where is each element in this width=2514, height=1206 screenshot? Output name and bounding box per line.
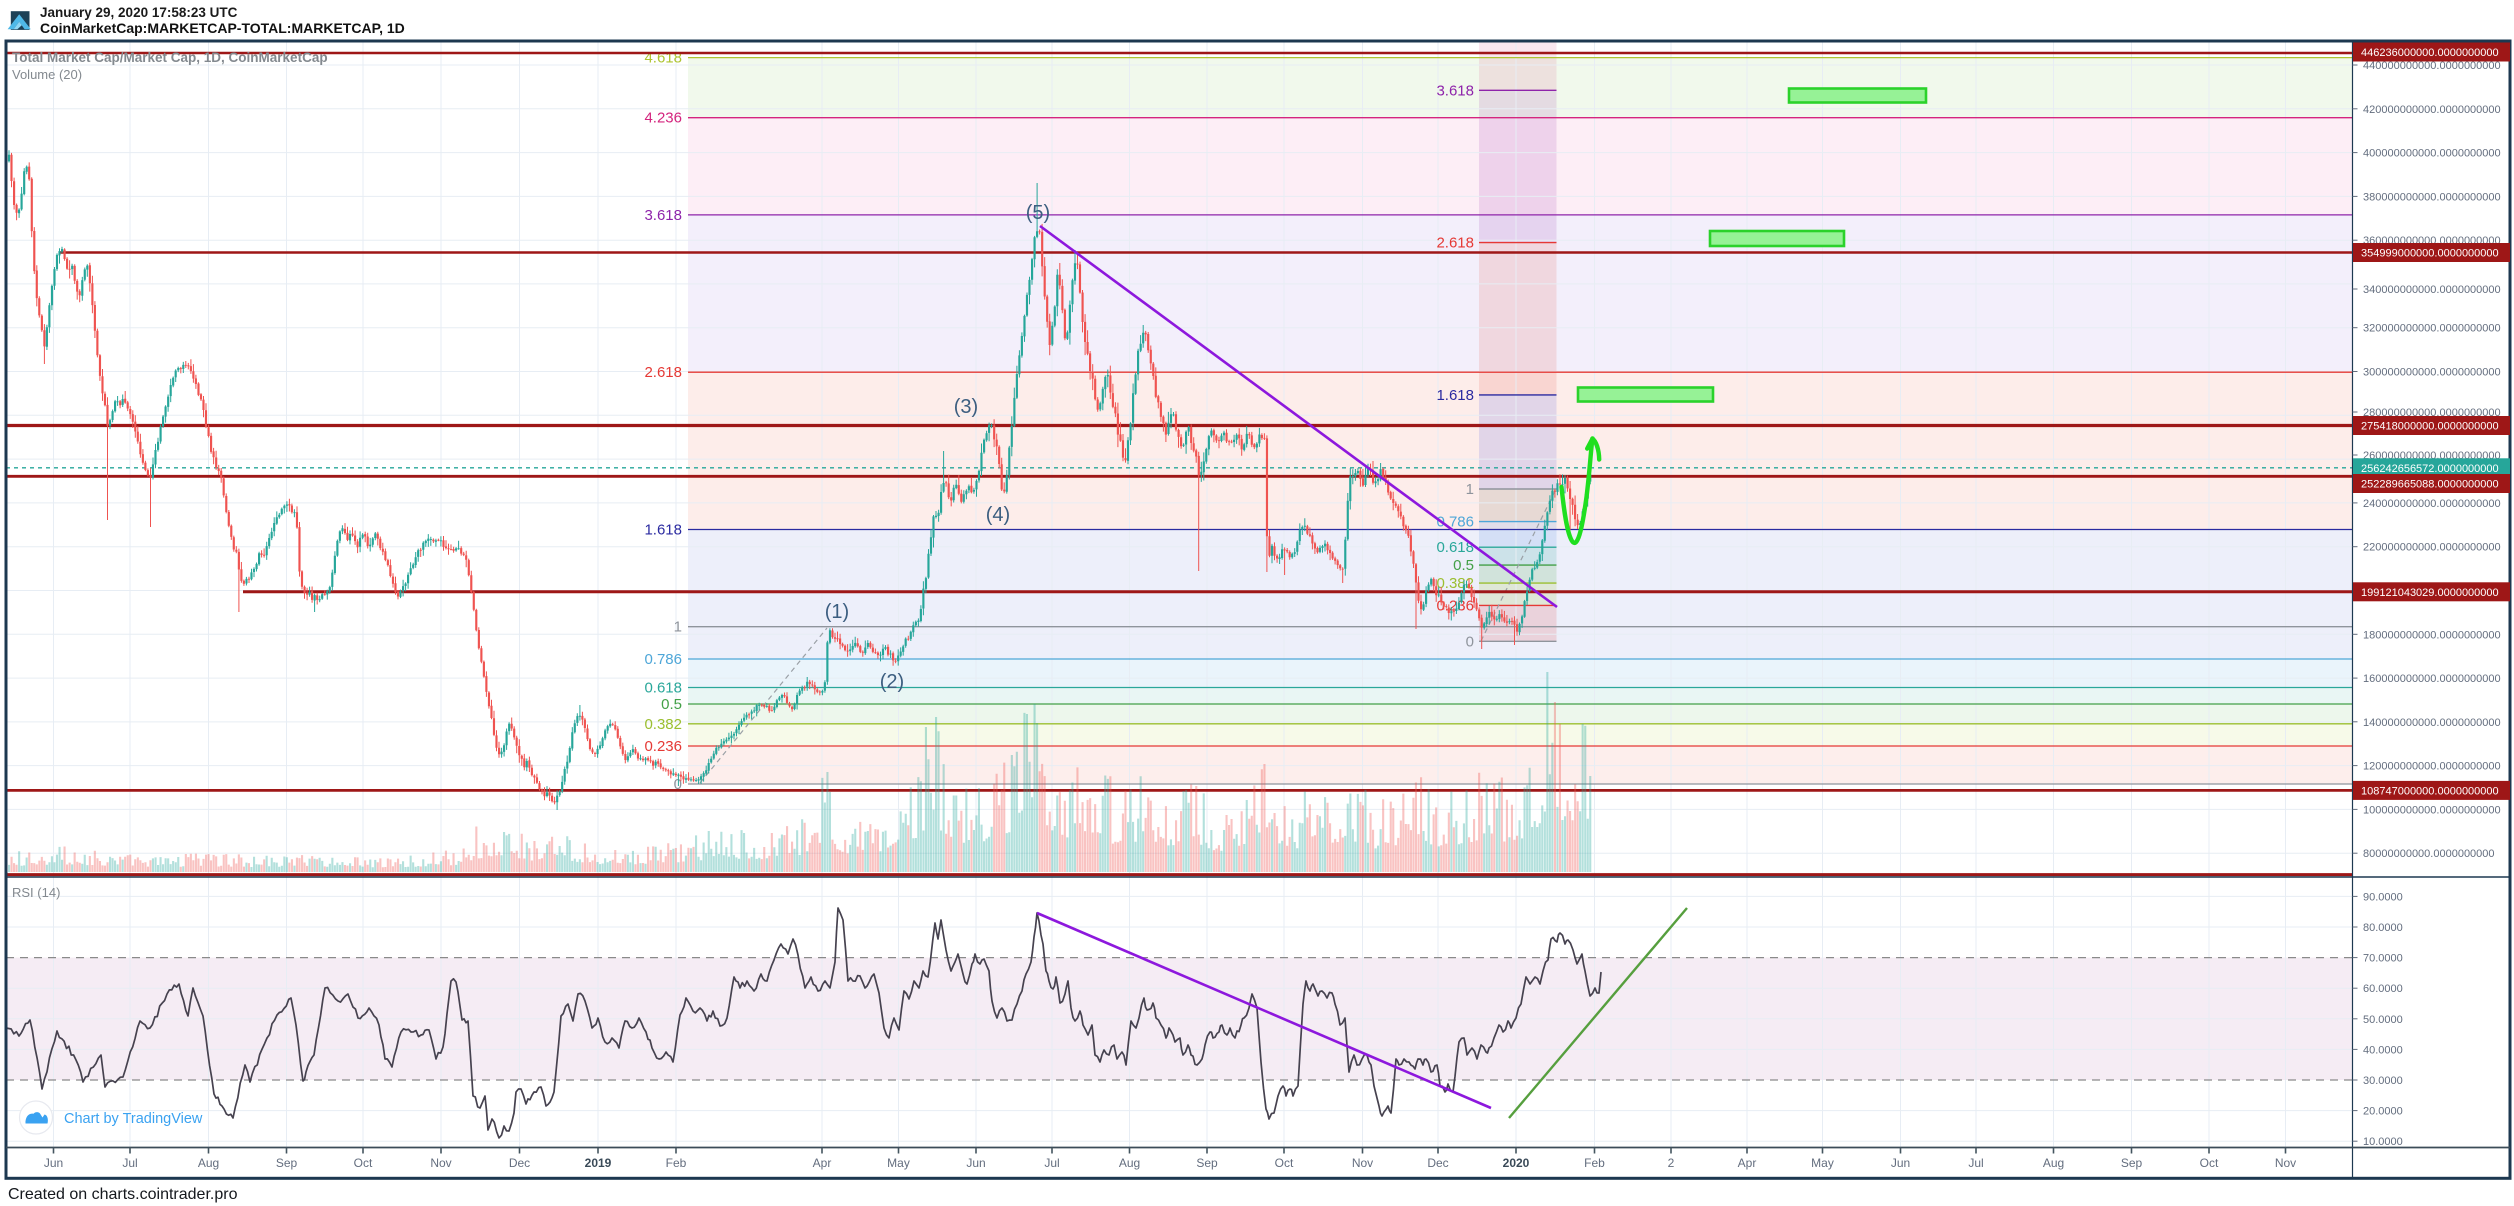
svg-text:354999000000.0000000000: 354999000000.0000000000	[2361, 248, 2499, 260]
svg-text:Oct: Oct	[354, 1156, 373, 1170]
svg-text:420000000000.0000000000: 420000000000.0000000000	[2363, 104, 2501, 116]
svg-text:Apr: Apr	[1738, 1156, 1757, 1170]
svg-text:380000000000.0000000000: 380000000000.0000000000	[2363, 191, 2501, 203]
svg-text:(5): (5)	[1026, 202, 1050, 224]
svg-text:Jul: Jul	[1968, 1156, 1983, 1170]
svg-text:Apr: Apr	[813, 1156, 832, 1170]
svg-text:108747000000.0000000000: 108747000000.0000000000	[2361, 785, 2499, 797]
svg-text:Jun: Jun	[1891, 1156, 1910, 1170]
svg-text:Sep: Sep	[2121, 1156, 2143, 1170]
svg-text:(3): (3)	[954, 396, 978, 418]
svg-text:100000000000.0000000000: 100000000000.0000000000	[2363, 804, 2501, 816]
svg-text:(4): (4)	[986, 504, 1010, 526]
svg-text:2019: 2019	[585, 1156, 612, 1170]
svg-text:Aug: Aug	[198, 1156, 219, 1170]
svg-text:(1): (1)	[825, 601, 849, 623]
svg-text:120000000000.0000000000: 120000000000.0000000000	[2363, 761, 2501, 773]
svg-text:CoinMarketCap:MARKETCAP-TOTAL:: CoinMarketCap:MARKETCAP-TOTAL:MARKETCAP,…	[40, 20, 405, 36]
svg-text:0.5: 0.5	[1453, 557, 1474, 574]
svg-text:0.236: 0.236	[1436, 597, 1474, 614]
svg-text:300000000000.0000000000: 300000000000.0000000000	[2363, 367, 2501, 379]
svg-text:60.0000: 60.0000	[2363, 983, 2403, 995]
svg-text:May: May	[887, 1156, 910, 1170]
svg-text:180000000000.0000000000: 180000000000.0000000000	[2363, 629, 2501, 641]
svg-text:Dec: Dec	[1427, 1156, 1448, 1170]
svg-text:0.236: 0.236	[644, 738, 682, 755]
svg-text:0.5: 0.5	[661, 696, 682, 713]
svg-text:Oct: Oct	[1275, 1156, 1294, 1170]
svg-text:0.618: 0.618	[1436, 539, 1474, 556]
svg-text:0: 0	[674, 776, 682, 793]
svg-text:4.236: 4.236	[644, 110, 682, 127]
svg-text:20.0000: 20.0000	[2363, 1106, 2403, 1118]
svg-text:Jul: Jul	[1044, 1156, 1059, 1170]
svg-text:Jun: Jun	[966, 1156, 985, 1170]
svg-text:Feb: Feb	[1584, 1156, 1605, 1170]
svg-text:446236000000.0000000000: 446236000000.0000000000	[2361, 47, 2499, 59]
svg-text:0.618: 0.618	[644, 680, 682, 697]
svg-text:Nov: Nov	[430, 1156, 451, 1170]
svg-text:Created on charts.cointrader.p: Created on charts.cointrader.pro	[8, 1186, 238, 1203]
svg-text:Sep: Sep	[1196, 1156, 1218, 1170]
svg-text:3.618: 3.618	[644, 207, 682, 224]
svg-text:Aug: Aug	[2043, 1156, 2064, 1170]
svg-text:RSI (14): RSI (14)	[12, 885, 60, 900]
svg-text:1: 1	[1466, 481, 1474, 498]
svg-text:Total Market Cap/Market Cap, 1: Total Market Cap/Market Cap, 1D, CoinMar…	[12, 50, 328, 65]
svg-text:70.0000: 70.0000	[2363, 953, 2403, 965]
svg-text:160000000000.0000000000: 160000000000.0000000000	[2363, 673, 2501, 685]
svg-text:440000000000.0000000000: 440000000000.0000000000	[2363, 60, 2501, 72]
svg-text:2: 2	[1668, 1156, 1675, 1170]
svg-text:1: 1	[674, 619, 682, 636]
svg-text:0.382: 0.382	[644, 716, 682, 733]
svg-text:340000000000.0000000000: 340000000000.0000000000	[2363, 284, 2501, 296]
svg-text:Feb: Feb	[666, 1156, 687, 1170]
svg-text:Oct: Oct	[2200, 1156, 2219, 1170]
svg-text:256242656572.0000000000: 256242656572.0000000000	[2361, 463, 2499, 475]
svg-text:80.0000: 80.0000	[2363, 922, 2403, 934]
svg-text:Dec: Dec	[509, 1156, 530, 1170]
svg-text:2.618: 2.618	[644, 364, 682, 381]
svg-text:January 29, 2020 17:58:23 UTC: January 29, 2020 17:58:23 UTC	[40, 5, 238, 20]
svg-text:90.0000: 90.0000	[2363, 891, 2403, 903]
svg-text:80000000000.0000000000: 80000000000.0000000000	[2363, 848, 2495, 860]
svg-text:May: May	[1811, 1156, 1834, 1170]
svg-text:Volume (20): Volume (20)	[12, 67, 82, 82]
svg-text:30.0000: 30.0000	[2363, 1075, 2403, 1087]
svg-text:3.618: 3.618	[1436, 82, 1474, 99]
svg-text:Chart by TradingView: Chart by TradingView	[64, 1111, 203, 1127]
svg-text:10.0000: 10.0000	[2363, 1136, 2403, 1148]
svg-text:1.618: 1.618	[1436, 387, 1474, 404]
svg-text:0.382: 0.382	[1436, 575, 1474, 592]
svg-text:140000000000.0000000000: 140000000000.0000000000	[2363, 717, 2501, 729]
svg-text:Aug: Aug	[1119, 1156, 1140, 1170]
svg-text:2.618: 2.618	[1436, 235, 1474, 252]
svg-text:400000000000.0000000000: 400000000000.0000000000	[2363, 148, 2501, 160]
svg-text:2020: 2020	[1503, 1156, 1530, 1170]
svg-text:Nov: Nov	[1352, 1156, 1373, 1170]
svg-text:220000000000.0000000000: 220000000000.0000000000	[2363, 542, 2501, 554]
svg-text:275418000000.0000000000: 275418000000.0000000000	[2361, 421, 2499, 433]
svg-text:1.618: 1.618	[644, 522, 682, 539]
svg-text:Nov: Nov	[2275, 1156, 2296, 1170]
svg-text:40.0000: 40.0000	[2363, 1044, 2403, 1056]
svg-text:Sep: Sep	[276, 1156, 298, 1170]
svg-text:0.786: 0.786	[644, 651, 682, 668]
svg-text:(2): (2)	[880, 671, 904, 693]
svg-text:0: 0	[1466, 633, 1474, 650]
svg-text:50.0000: 50.0000	[2363, 1014, 2403, 1026]
svg-text:240000000000.0000000000: 240000000000.0000000000	[2363, 498, 2501, 510]
svg-text:Jul: Jul	[122, 1156, 137, 1170]
svg-text:320000000000.0000000000: 320000000000.0000000000	[2363, 323, 2501, 335]
svg-text:Jun: Jun	[44, 1156, 63, 1170]
svg-text:199121043029.0000000000: 199121043029.0000000000	[2361, 587, 2499, 599]
svg-text:252289665088.0000000000: 252289665088.0000000000	[2361, 479, 2499, 491]
